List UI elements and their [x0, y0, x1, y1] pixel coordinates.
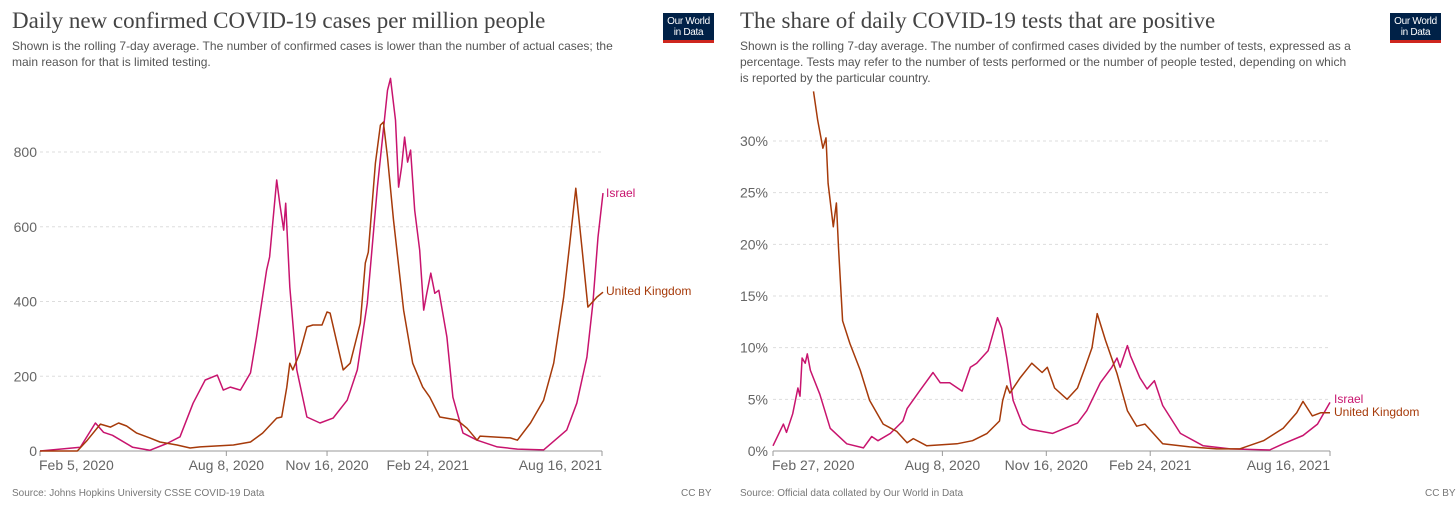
y-tick-label: 15%	[740, 288, 768, 304]
subtitle-line: Shown is the rolling 7-day average. The …	[12, 39, 613, 53]
series-line-united-kingdom	[812, 91, 1330, 450]
positive-rate-chart-panel: The share of daily COVID-19 tests that a…	[728, 0, 1456, 514]
logo-line: Our World	[667, 16, 710, 27]
subtitle-line: is reported by the particular country.	[740, 71, 931, 85]
x-tick-label: Feb 24, 2021	[1109, 457, 1192, 473]
x-tick-label: Nov 16, 2020	[285, 457, 368, 473]
y-tick-label: 600	[14, 219, 38, 235]
series-line-israel	[772, 316, 1331, 451]
logo-line: in Data	[673, 27, 704, 38]
x-tick-label: Nov 16, 2020	[1005, 457, 1088, 473]
series-line-israel	[39, 77, 604, 452]
series-line-united-kingdom	[40, 121, 604, 452]
logo-line: Our World	[1394, 16, 1437, 27]
license-link[interactable]: CC BY	[1425, 488, 1456, 499]
series-label-israel: Israel	[1334, 392, 1363, 406]
x-tick-label: Feb 24, 2021	[387, 457, 470, 473]
y-tick-label: 0%	[748, 443, 768, 459]
y-tick-label: 200	[14, 368, 38, 384]
source-note[interactable]: Source: Official data collated by Our Wo…	[740, 488, 964, 499]
logo-line: in Data	[1400, 27, 1431, 38]
source-note[interactable]: Source: Johns Hopkins University CSSE CO…	[12, 488, 265, 499]
x-tick-label: Aug 8, 2020	[189, 457, 265, 473]
y-tick-label: 400	[14, 294, 38, 310]
y-tick-label: 5%	[748, 391, 768, 407]
x-tick-label: Feb 27, 2020	[772, 457, 855, 473]
y-tick-label: 30%	[740, 133, 768, 149]
subtitle-line: main reason for that is limited testing.	[12, 55, 211, 69]
x-tick-label: Aug 16, 2021	[1247, 457, 1331, 473]
cases-chart-panel: Daily new confirmed COVID-19 cases per m…	[12, 8, 714, 499]
y-tick-label: 25%	[740, 185, 768, 201]
chart-title: Daily new confirmed COVID-19 cases per m…	[12, 8, 546, 33]
chart-subtitle: Shown is the rolling 7-day average. The …	[740, 38, 1351, 86]
y-tick-label: 20%	[740, 236, 768, 252]
owid-logo[interactable]: Our World in Data	[1390, 13, 1441, 43]
subtitle-line: percentage. Tests may refer to the numbe…	[740, 55, 1347, 69]
series-label-united-kingdom: United Kingdom	[1334, 405, 1419, 419]
x-tick-label: Aug 8, 2020	[905, 457, 981, 473]
y-tick-label: 800	[14, 144, 38, 160]
chart-title: The share of daily COVID-19 tests that a…	[740, 8, 1216, 33]
x-tick-label: Feb 5, 2020	[39, 457, 114, 473]
x-tick-label: Aug 16, 2021	[519, 457, 603, 473]
owid-logo[interactable]: Our World in Data	[663, 13, 714, 43]
license-link[interactable]: CC BY	[681, 488, 712, 499]
subtitle-line: Shown is the rolling 7-day average. The …	[740, 39, 1351, 53]
y-tick-label: 10%	[740, 340, 768, 356]
series-label-israel: Israel	[606, 186, 635, 200]
chart-subtitle: Shown is the rolling 7-day average. The …	[12, 38, 613, 70]
y-tick-label: 0	[29, 443, 37, 459]
series-label-united-kingdom: United Kingdom	[606, 284, 691, 298]
